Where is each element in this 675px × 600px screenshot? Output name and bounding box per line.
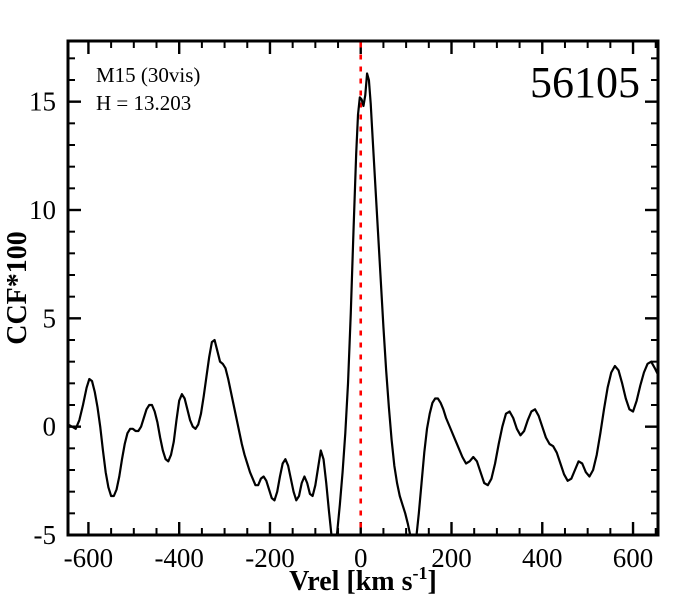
y-tick-label: -5 bbox=[34, 520, 57, 550]
annotation-target-name: M15 (30vis) bbox=[96, 63, 200, 87]
x-axis-title: Vrel [km s-1] bbox=[289, 563, 437, 597]
axis-tick-labels: -600 -400 -200 0 200 400 600 -5 0 5 10 15 bbox=[29, 87, 653, 573]
y-axis-title: CCF*100 bbox=[2, 231, 33, 345]
x-tick-label: 0 bbox=[354, 543, 368, 573]
annotation-magnitude: H = 13.203 bbox=[96, 91, 191, 115]
x-tick-label: -400 bbox=[154, 543, 204, 573]
y-tick-label: 5 bbox=[43, 303, 57, 333]
ccf-series-path bbox=[69, 72, 657, 534]
x-tick-label: -600 bbox=[64, 543, 114, 573]
annotation-identifier: 56105 bbox=[530, 58, 640, 107]
y-tick-label: 0 bbox=[43, 412, 57, 442]
y-tick-label: 15 bbox=[29, 87, 56, 117]
plot-frame bbox=[66, 39, 660, 537]
ccf-data-curve bbox=[69, 72, 657, 534]
x-tick-label: 600 bbox=[613, 543, 654, 573]
y-tick-label: 10 bbox=[29, 195, 56, 225]
x-tick-label: 200 bbox=[431, 543, 472, 573]
x-tick-label: -200 bbox=[245, 543, 295, 573]
axis-ticks bbox=[68, 41, 658, 537]
x-tick-label: 400 bbox=[522, 543, 563, 573]
